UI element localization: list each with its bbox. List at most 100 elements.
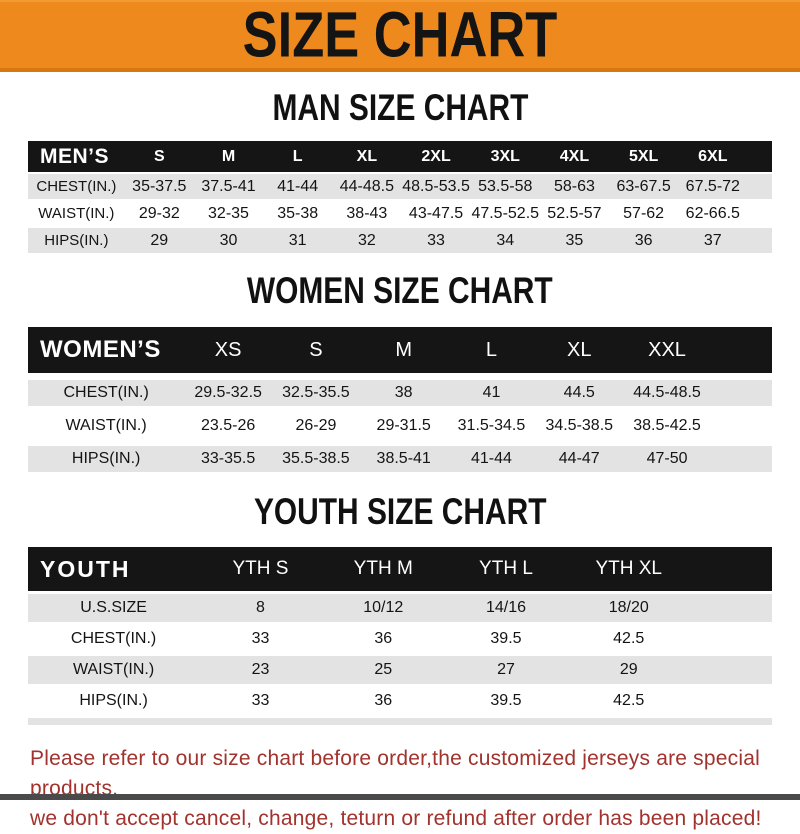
- men-size-col-6xl: 6XL: [698, 147, 728, 165]
- man-section-heading: MAN SIZE CHART: [0, 87, 800, 129]
- cell-value: 48.5-53.5: [402, 177, 470, 195]
- cell-value: 47.5-52.5: [471, 204, 540, 222]
- cell-value: 29-31.5: [376, 417, 431, 434]
- women-chest-row: CHEST(IN.) 29.5-32.5 32.5-35.5 38 41 44.…: [28, 380, 772, 406]
- men-size-col-xl: XL: [356, 147, 378, 165]
- men-size-table: MEN’S S M L XL 2XL 3XL 4XL 5XL 6XL CHEST…: [28, 141, 772, 253]
- page-title: SIZE CHART: [242, 0, 558, 71]
- cell-value: 42.5: [613, 692, 645, 709]
- cell-value: 35-37.5: [132, 177, 187, 195]
- youth-waist-row: WAIST(IN.) 23 25 27 29: [28, 656, 772, 684]
- women-size-col-m: M: [395, 338, 413, 361]
- cell-value: 8: [256, 599, 265, 616]
- cell-value: 62-66.5: [685, 204, 740, 222]
- cell-value: 32: [357, 231, 376, 249]
- cell-value: 35-38: [277, 204, 319, 222]
- bottom-edge-strip: [0, 794, 800, 800]
- cell-value: 32.5-35.5: [282, 384, 350, 401]
- cell-value: 36: [634, 231, 653, 249]
- men-size-col-5xl: 5XL: [628, 147, 659, 165]
- cell-value: 31: [288, 231, 307, 249]
- cell-value: 14/16: [485, 599, 526, 616]
- cell-value: 34: [496, 231, 515, 249]
- youth-size-col-xl: YTH XL: [595, 558, 662, 579]
- cell-value: 38-43: [346, 204, 388, 222]
- cell-value: 67.5-72: [685, 177, 740, 195]
- cell-value: 27: [497, 661, 515, 678]
- cell-value: 41-44: [277, 177, 319, 195]
- men-size-col-m: M: [221, 147, 236, 165]
- cell-value: 42.5: [613, 630, 645, 647]
- men-size-col-4xl: 4XL: [559, 147, 590, 165]
- cell-value: 34.5-38.5: [545, 417, 614, 434]
- women-size-col-l: L: [485, 338, 498, 361]
- youth-size-table: YOUTH YTH S YTH M YTH L YTH XL U.S.SIZE …: [28, 547, 772, 725]
- row-label: HIPS(IN.): [71, 450, 141, 467]
- men-table-header-row: MEN’S S M L XL 2XL 3XL 4XL 5XL 6XL: [28, 141, 772, 172]
- cell-value: 23.5-26: [200, 417, 256, 434]
- man-heading-text: MAN SIZE CHART: [272, 87, 528, 129]
- cell-value: 30: [219, 231, 238, 249]
- cell-value: 33: [427, 231, 445, 249]
- youth-hips-row: HIPS(IN.) 33 36 39.5 42.5: [28, 687, 772, 715]
- cell-value: 29: [150, 231, 169, 249]
- women-size-col-xl: XL: [567, 338, 592, 361]
- women-size-table: WOMEN’S XS S M L XL XXL CHEST(IN.) 29.5-…: [28, 327, 772, 472]
- cell-value: 33: [251, 630, 270, 647]
- row-label: WAIST(IN.): [38, 205, 115, 222]
- men-chest-row: CHEST(IN.) 35-37.5 37.5-41 41-44 44-48.5…: [28, 174, 772, 199]
- cell-value: 33: [251, 692, 270, 709]
- cell-value: 23: [251, 661, 270, 678]
- cell-value: 44-48.5: [339, 177, 394, 195]
- men-size-col-3xl: 3XL: [490, 147, 520, 165]
- disclaimer-text: Please refer to our size chart before or…: [30, 744, 772, 834]
- women-size-col-xs: XS: [214, 338, 242, 361]
- table-bottom-strip: [28, 718, 772, 725]
- cell-value: 10/12: [363, 599, 404, 616]
- women-waist-row: WAIST(IN.) 23.5-26 26-29 29-31.5 31.5-34…: [28, 413, 772, 439]
- row-label: CHEST(IN.): [70, 630, 157, 647]
- cell-value: 25: [374, 661, 393, 678]
- cell-value: 35.5-38.5: [282, 450, 350, 467]
- cell-value: 52.5-57: [547, 204, 602, 222]
- cell-value: 43-47.5: [408, 204, 464, 222]
- women-hips-row: HIPS(IN.) 33-35.5 35.5-38.5 38.5-41 41-4…: [28, 446, 772, 472]
- cell-value: 32-35: [208, 204, 249, 222]
- youth-heading-text: YOUTH SIZE CHART: [253, 491, 547, 533]
- cell-value: 26-29: [295, 417, 337, 434]
- women-size-col-xxl: XXL: [648, 338, 686, 361]
- cell-value: 29: [619, 661, 638, 678]
- row-label: CHEST(IN.): [36, 178, 117, 195]
- youth-size-col-s: YTH S: [232, 558, 289, 579]
- cell-value: 33-35.5: [200, 450, 256, 467]
- women-table-header-row: WOMEN’S XS S M L XL XXL: [28, 327, 772, 373]
- cell-value: 38.5-41: [376, 450, 431, 467]
- men-size-col-l: L: [292, 147, 303, 165]
- cell-value: 29.5-32.5: [194, 384, 262, 401]
- row-label: WAIST(IN.): [65, 417, 147, 434]
- cell-value: 44.5: [563, 384, 595, 401]
- cell-value: 39.5: [490, 630, 522, 647]
- youth-size-col-m: YTH M: [353, 558, 413, 579]
- cell-value: 63-67.5: [616, 177, 671, 195]
- cell-value: 18/20: [608, 599, 649, 616]
- cell-value: 36: [374, 692, 393, 709]
- cell-value: 38.5-42.5: [633, 417, 701, 434]
- youth-ussize-row: U.S.SIZE 8 10/12 14/16 18/20: [28, 594, 772, 622]
- women-size-col-s: S: [309, 338, 323, 361]
- cell-value: 31.5-34.5: [457, 417, 526, 434]
- youth-table-header-row: YOUTH YTH S YTH M YTH L YTH XL: [28, 547, 772, 591]
- cell-value: 44.5-48.5: [633, 384, 701, 401]
- cell-value: 58-63: [553, 177, 595, 195]
- cell-value: 38: [394, 384, 413, 401]
- cell-value: 35: [565, 231, 584, 249]
- disclaimer-line-2: we don't accept cancel, change, teturn o…: [30, 807, 762, 830]
- cell-value: 47-50: [646, 450, 688, 467]
- row-label: U.S.SIZE: [80, 599, 147, 616]
- title-banner: SIZE CHART: [0, 0, 800, 72]
- cell-value: 37: [703, 231, 722, 249]
- women-heading-text: WOMEN SIZE CHART: [247, 270, 553, 312]
- cell-value: 41: [482, 384, 501, 401]
- row-label: HIPS(IN.): [79, 692, 148, 709]
- men-table-title: MEN’S: [40, 144, 110, 168]
